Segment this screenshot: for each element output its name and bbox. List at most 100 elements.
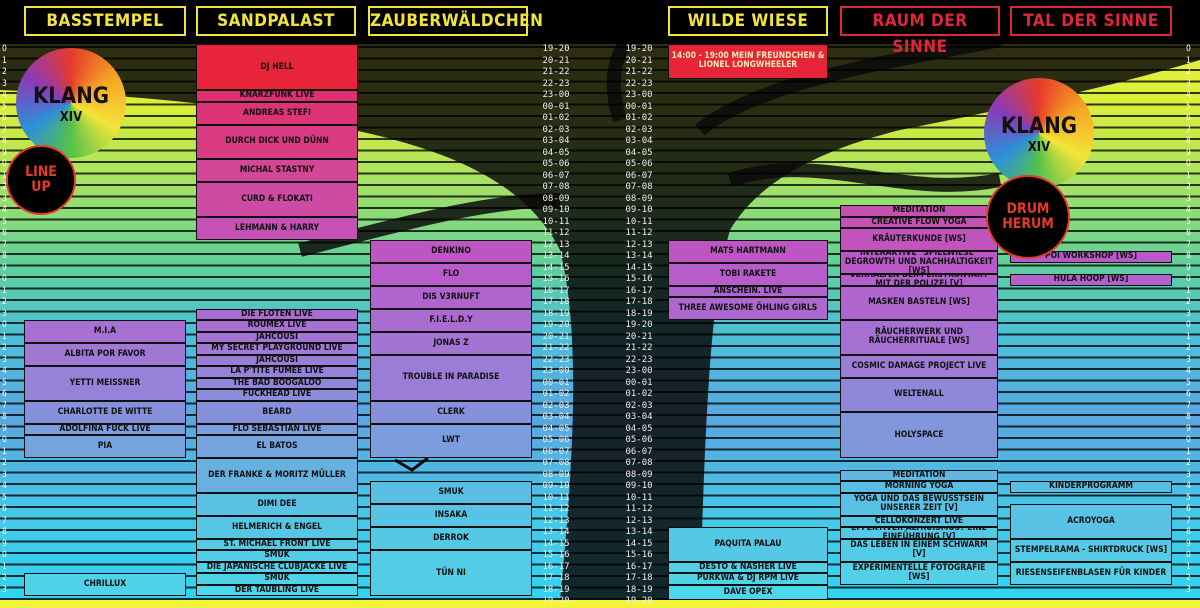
act-slot-wiese[interactable]: MATS HARTMANN [668,239,828,263]
act-slot-zauber[interactable]: TROUBLE IN PARADISE [370,354,532,401]
act-slot-sand[interactable]: THE BAD BOOGALOO [196,377,358,389]
act-slot-wiese[interactable]: ANSCHEIN. LIVE [668,285,828,297]
act-slot-raum[interactable]: VERHALTEN BEIM ERSTKONTAKT MIT DER POLIZ… [840,274,998,286]
act-slot-zauber[interactable]: CLERK [370,400,532,424]
hour-digit: 9 [2,423,7,434]
act-slot-zauber[interactable]: DENKINO [370,239,532,263]
act-slot-sand[interactable]: EL BATOS [196,435,358,458]
act-slot-tal[interactable]: RIESENSEIFENBLASEN FÜR KINDER [1010,561,1172,585]
act-slot-sand[interactable]: MY SECRET PLAYGROUND LIVE [196,343,358,355]
hour-digit: 7 [2,515,7,526]
hour-digit: 3 [2,308,7,319]
act-slot-raum[interactable]: HOLYSPACE [840,412,998,458]
act-name: KNARZFUNK LIVE [239,90,315,101]
act-slot-zauber[interactable]: TÜN NI [370,550,532,596]
act-name: DURCH DICK UND DÜNN [225,136,329,147]
act-slot-raum[interactable]: RÄUCHERWERK UND RÄUCHERRITUALE [WS] [840,320,998,355]
act-slot-zauber[interactable]: INSAKA [370,504,532,527]
act-slot-raum[interactable]: MEDITATION [840,205,998,217]
act-slot-wiese[interactable]: PURKWA & DJ RPM LIVE [668,573,828,585]
act-slot-raum[interactable]: EFFEKTIVER ALTRUISMUS? EINE EINFÜHRUNG [… [840,527,998,539]
timeslot-label: 14-15 [542,538,570,549]
act-slot-sand[interactable]: ST. MICHAEL FRONT LIVE [196,538,358,550]
act-name: FLO SEBASTIAN LIVE [232,423,322,434]
act-slot-wiese[interactable]: DESTO & NASHER LIVE [668,561,828,573]
act-slot-sand[interactable]: DIE JAPANISCHE CLUBJACKE LIVE [196,561,358,573]
act-name: ACROYOGA [1067,515,1115,526]
timeslot-label: 21-22 [625,67,653,77]
act-slot-sand[interactable]: SMUK [196,550,358,562]
timeslot-label: 03-04 [542,136,570,146]
act-name: POI WORKSHOP [WS] [1045,251,1137,262]
act-slot-raum[interactable]: MASKEN BASTELN [WS] [840,285,998,320]
act-slot-tal[interactable]: KINDERPROGRAMM [1010,481,1172,493]
act-slot-zauber[interactable]: FLO [370,262,532,286]
act-slot-tal[interactable]: HULA HOOP [WS] [1010,274,1172,286]
act-slot-raum[interactable]: WELTENALL [840,377,998,412]
act-slot-wiese[interactable]: THREE AWESOME ÖHLING GIRLS [668,297,828,320]
act-slot-sand[interactable]: KNARZFUNK LIVE [196,90,358,102]
act-slot-sand[interactable]: DIMI DEE [196,492,358,516]
act-slot-bass[interactable]: CHRILLUX [24,573,186,596]
act-slot-raum[interactable]: COSMIC DAMAGE PROJECT LIVE [840,354,998,378]
act-name: DJ HELL [260,61,294,72]
hour-digit: 5 [2,216,7,227]
act-slot-zauber[interactable]: DIS V3RNUFT [370,285,532,309]
act-slot-tal[interactable]: POI WORKSHOP [WS] [1010,251,1172,263]
act-slot-sand[interactable]: LEHMANN & HARRY [196,216,358,240]
act-slot-sand[interactable]: FLO SEBASTIAN LIVE [196,423,358,435]
act-slot-bass[interactable]: CHARLOTTE DE WITTE [24,400,186,424]
act-slot-zauber[interactable]: JONAS Z [370,331,532,355]
act-slot-raum[interactable]: MORNING YOGA [840,481,998,493]
act-slot-raum[interactable]: CELLOKONZERT LIVE [840,515,998,527]
act-slot-sand[interactable]: CURD & FLOKATI [196,182,358,217]
act-slot-raum[interactable]: YOGA UND DAS BEWUSSTSEIN UNSERER ZEIT [V… [840,492,998,516]
act-slot-wiese[interactable]: DAVE OPEX [668,584,828,600]
act-name: LA P'TITE FUMÉE LIVE [230,366,324,377]
act-slot-bass[interactable]: ADOLFINA FUCK LIVE [24,423,186,435]
act-slot-sand[interactable]: FUCKHEAD LIVE [196,389,358,401]
act-slot-bass[interactable]: ALBITA POR FAVOR [24,343,186,366]
act-slot-wiese[interactable]: PAQUITA PALAU [668,527,828,562]
act-slot-sand[interactable]: JAHCOUSI [196,354,358,366]
act-slot-tal[interactable]: STEMPELRAMA - SHIRTDRUCK [WS] [1010,538,1172,562]
act-slot-zauber[interactable]: SMUK [370,481,532,504]
stage-title-sand: SANDPALAST [196,6,356,36]
act-slot-sand[interactable]: HELMERICH & ENGEL [196,515,358,539]
act-slot-sand[interactable]: ROUMEX LIVE [196,320,358,332]
act-slot-wiese[interactable]: TOBI RAKETE [668,262,828,286]
act-slot-sand[interactable]: DIE FLÖTEN LIVE [196,308,358,320]
act-slot-zauber[interactable]: DERROK [370,527,532,550]
timeslot-label: 23-00 [542,90,570,100]
act-slot-wiese[interactable]: 14:00 - 19:00 MEIN FREUNDCHEN & LIONEL L… [668,44,828,79]
act-slot-tal[interactable]: ACROYOGA [1010,504,1172,539]
timeslot-label: 01-02 [625,389,653,399]
act-slot-bass[interactable]: PIA [24,435,186,458]
act-slot-zauber[interactable]: LWT [370,423,532,458]
act-slot-zauber[interactable]: F.I.E.L.D.Y [370,308,532,332]
act-slot-sand[interactable]: DJ HELL [196,44,358,90]
act-slot-sand[interactable]: BEARD [196,400,358,424]
act-slot-bass[interactable]: M.I.A [24,320,186,343]
act-slot-raum[interactable]: MEDITATION [840,469,998,481]
timeslot-label: 07-08 [625,458,653,468]
act-slot-raum[interactable]: INTERAKTIVE "SPIELWIESE" DEGROWTH UND NA… [840,251,998,274]
hour-digit: 1 [1186,446,1191,457]
act-name: DIMI DEE [257,498,297,509]
act-slot-raum[interactable]: CREATIVE FLOW YOGA [840,216,998,228]
act-slot-raum[interactable]: DAS LEBEN IN EINEM SCHWARM [V] [840,538,998,562]
act-slot-sand[interactable]: JAHCOUSI [196,331,358,343]
act-slot-bass[interactable]: YETTI MEISSNER [24,366,186,401]
act-slot-sand[interactable]: LA P'TITE FUMÉE LIVE [196,366,358,378]
act-slot-sand[interactable]: SMUK [196,573,358,585]
act-name: KRÄUTERKUNDE [WS] [872,234,966,244]
act-slot-sand[interactable]: MICHAL STASTNY [196,159,358,182]
act-slot-sand[interactable]: DER TÄUBLING LIVE [196,584,358,596]
act-slot-raum[interactable]: KRÄUTERKUNDE [WS] [840,228,998,251]
act-slot-sand[interactable]: DURCH DICK UND DÜNN [196,124,358,159]
timeslot-label: 12-13 [625,239,653,250]
act-slot-sand[interactable]: DER FRANKE & MORITZ MÜLLER [196,458,358,493]
timeslot-label: 06-07 [542,170,570,181]
act-slot-sand[interactable]: ANDREAS STEFI [196,101,358,125]
act-slot-raum[interactable]: EXPERIMENTELLE FOTOGRAFIE [WS] [840,561,998,585]
